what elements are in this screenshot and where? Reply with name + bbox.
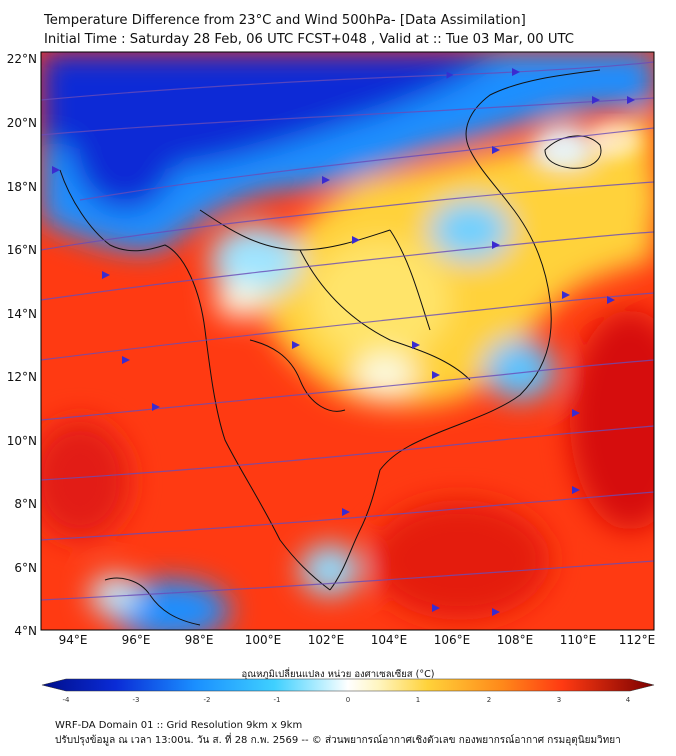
lat-label: 18°N	[7, 180, 37, 194]
map-title: Temperature Difference from 23°C and Win…	[44, 11, 574, 49]
lon-label: 102°E	[308, 633, 345, 647]
weather-map: 22°N 20°N 18°N 16°N 14°N 12°N 10°N 8°N 6…	[7, 51, 656, 647]
latitude-labels: 22°N 20°N 18°N 16°N 14°N 12°N 10°N 8°N 6…	[7, 52, 37, 638]
lat-label: 6°N	[14, 561, 37, 575]
lon-label: 112°E	[619, 633, 656, 647]
colorbar-tick: -4	[63, 696, 71, 704]
colorbar-tick: 4	[626, 696, 631, 704]
lat-label: 12°N	[7, 370, 37, 384]
lon-label: 110°E	[560, 633, 597, 647]
lon-label: 98°E	[185, 633, 214, 647]
temperature-field	[41, 52, 654, 630]
footer-line-1: WRF-DA Domain 01 :: Grid Resolution 9km …	[55, 720, 303, 731]
lat-label: 10°N	[7, 434, 37, 448]
lon-label: 96°E	[122, 633, 151, 647]
colorbar-ramp	[41, 678, 655, 692]
lon-label: 104°E	[371, 633, 408, 647]
lon-label: 108°E	[497, 633, 534, 647]
lat-label: 8°N	[14, 497, 37, 511]
colorbar: -4 -3 -2 -1 0 1 2 3 4	[41, 678, 655, 704]
longitude-labels: 94°E 96°E 98°E 100°E 102°E 104°E 106°E 1…	[59, 633, 656, 647]
colorbar-tick: 2	[487, 696, 491, 704]
colorbar-tick: 0	[346, 696, 350, 704]
colorbar-tick: -1	[274, 696, 281, 704]
lat-label: 16°N	[7, 243, 37, 257]
title-line-2: Initial Time : Saturday 28 Feb, 06 UTC F…	[44, 32, 574, 47]
lat-label: 14°N	[7, 307, 37, 321]
map-border	[40, 51, 655, 631]
title-line-1: Temperature Difference from 23°C and Win…	[44, 13, 526, 28]
colorbar-title: อุณหภูมิเปลี่ยนแปลง หน่วย องศาเซลเซียส (…	[241, 669, 435, 680]
colorbar-ticks: -4 -3 -2 -1 0 1 2 3 4	[63, 696, 631, 704]
lon-label: 106°E	[434, 633, 471, 647]
lon-label: 94°E	[59, 633, 88, 647]
lat-label: 20°N	[7, 116, 37, 130]
lat-label: 22°N	[7, 52, 37, 66]
footer: WRF-DA Domain 01 :: Grid Resolution 9km …	[55, 718, 621, 748]
lat-label: 4°N	[14, 624, 37, 638]
colorbar-tick: -3	[133, 696, 140, 704]
lon-label: 100°E	[245, 633, 282, 647]
colorbar-tick: 1	[416, 696, 420, 704]
wind-arrows	[52, 68, 635, 616]
coastlines	[59, 69, 602, 626]
colorbar-tick: -2	[204, 696, 211, 704]
colorbar-tick: 3	[557, 696, 561, 704]
footer-line-2: ปรับปรุงข้อมูล ณ เวลา 13:00น. วัน ส. ที่…	[55, 735, 621, 746]
